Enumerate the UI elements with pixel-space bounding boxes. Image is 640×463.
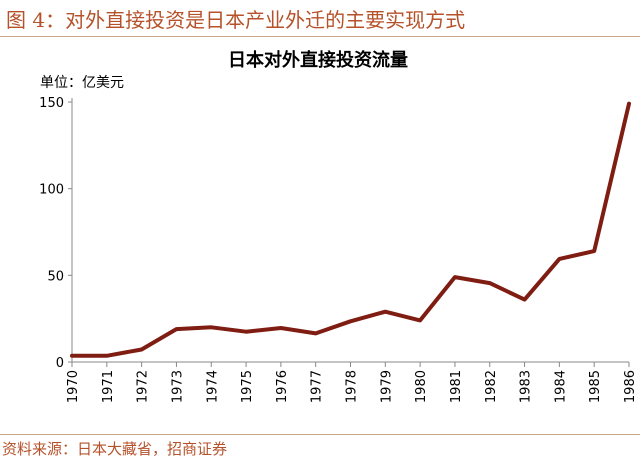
x-tick-labels: 1970 1971 1972 1973 1974 1975 1976 1977 1978 1979… — [66, 370, 638, 403]
x-tick-label: 1975 — [240, 370, 255, 403]
x-tick-label: 1970 — [66, 370, 81, 403]
x-tick-label: 1984 — [553, 370, 568, 403]
y-tick-label: 100 — [39, 183, 64, 198]
x-tick-label: 1980 — [414, 370, 429, 403]
x-tick-label: 1972 — [136, 370, 151, 403]
y-axis-unit-label: 单位：亿美元 — [40, 75, 124, 91]
x-tick-label: 1981 — [449, 370, 464, 403]
line-chart: 日本对外直接投资流量 单位：亿美元 0 50 100 150 1970 1971 1972… — [39, 49, 638, 403]
x-tick-label: 1986 — [623, 370, 638, 403]
source-note: 资料来源：日本大藏省，招商证券 — [2, 440, 228, 458]
x-tick-label: 1971 — [101, 370, 116, 403]
x-tick-label: 1978 — [345, 370, 360, 403]
y-tick-label: 150 — [39, 96, 64, 111]
x-tick-label: 1973 — [170, 370, 185, 403]
x-tick-label: 1983 — [519, 370, 534, 403]
bottom-divider — [0, 434, 640, 435]
y-tick-label: 0 — [56, 356, 64, 371]
series-line — [70, 101, 631, 358]
x-tick-label: 1977 — [310, 370, 325, 403]
y-tick-labels: 0 50 100 150 — [39, 96, 64, 371]
top-divider — [0, 36, 640, 37]
x-tick-label: 1985 — [588, 370, 603, 403]
x-tick-label: 1982 — [484, 370, 499, 403]
axes — [68, 98, 630, 367]
x-tick-label: 1979 — [379, 370, 394, 403]
figure-title: 图 4：对外直接投资是日本产业外迁的主要实现方式 — [6, 8, 466, 32]
chart-title: 日本对外直接投资流量 — [228, 49, 408, 71]
x-tick-label: 1974 — [205, 370, 220, 403]
y-tick-label: 50 — [47, 269, 64, 284]
x-tick-label: 1976 — [275, 370, 290, 403]
